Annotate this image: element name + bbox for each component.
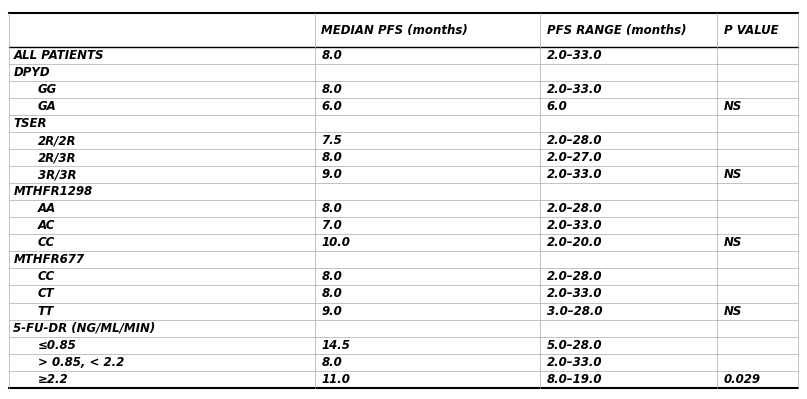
Text: 2.0–33.0: 2.0–33.0 [546, 356, 602, 369]
Text: 2.0–33.0: 2.0–33.0 [546, 168, 602, 181]
Text: CC: CC [38, 271, 55, 283]
Text: 7.5: 7.5 [321, 134, 342, 147]
Text: CC: CC [38, 236, 55, 249]
Text: 8.0: 8.0 [321, 202, 342, 215]
Text: ALL PATIENTS: ALL PATIENTS [14, 49, 104, 62]
Text: 2.0–28.0: 2.0–28.0 [546, 134, 602, 147]
Text: 3R/3R: 3R/3R [38, 168, 76, 181]
Text: NS: NS [724, 100, 742, 113]
Text: 5-FU-DR (NG/ML/MIN): 5-FU-DR (NG/ML/MIN) [14, 322, 156, 335]
Text: 2.0–20.0: 2.0–20.0 [546, 236, 602, 249]
Text: 2.0–33.0: 2.0–33.0 [546, 49, 602, 62]
Text: DPYD: DPYD [14, 66, 50, 79]
Text: CT: CT [38, 288, 54, 300]
Text: ≥2.2: ≥2.2 [38, 373, 69, 386]
Text: PFS RANGE (months): PFS RANGE (months) [546, 24, 686, 37]
Text: GG: GG [38, 83, 56, 96]
Text: 2.0–28.0: 2.0–28.0 [546, 271, 602, 283]
Text: 6.0: 6.0 [321, 100, 342, 113]
Text: 11.0: 11.0 [321, 373, 350, 386]
Text: > 0.85, < 2.2: > 0.85, < 2.2 [38, 356, 123, 369]
Text: 9.0: 9.0 [321, 304, 342, 318]
Text: TSER: TSER [14, 117, 47, 130]
Text: AC: AC [38, 219, 55, 232]
Text: 8.0: 8.0 [321, 49, 342, 62]
Text: 8.0: 8.0 [321, 288, 342, 300]
Text: 2R/3R: 2R/3R [38, 151, 76, 164]
Text: MEDIAN PFS (months): MEDIAN PFS (months) [321, 24, 468, 37]
Text: AA: AA [38, 202, 56, 215]
Text: NS: NS [724, 168, 742, 181]
Text: 2.0–27.0: 2.0–27.0 [546, 151, 602, 164]
Text: 2.0–33.0: 2.0–33.0 [546, 83, 602, 96]
Text: 3.0–28.0: 3.0–28.0 [546, 304, 602, 318]
Text: 9.0: 9.0 [321, 168, 342, 181]
Text: 14.5: 14.5 [321, 339, 350, 352]
Text: 0.029: 0.029 [724, 373, 760, 386]
Text: 8.0: 8.0 [321, 271, 342, 283]
Text: 6.0: 6.0 [546, 100, 567, 113]
Text: 8.0: 8.0 [321, 83, 342, 96]
Text: P VALUE: P VALUE [724, 24, 778, 37]
Text: NS: NS [724, 304, 742, 318]
Text: 8.0–19.0: 8.0–19.0 [546, 373, 602, 386]
Text: 2.0–33.0: 2.0–33.0 [546, 288, 602, 300]
Text: 2.0–28.0: 2.0–28.0 [546, 202, 602, 215]
Text: GA: GA [38, 100, 56, 113]
Text: 2.0–33.0: 2.0–33.0 [546, 219, 602, 232]
Text: 2R/2R: 2R/2R [38, 134, 76, 147]
Text: 7.0: 7.0 [321, 219, 342, 232]
Text: TT: TT [38, 304, 54, 318]
Text: MTHFR677: MTHFR677 [14, 253, 85, 267]
Text: 10.0: 10.0 [321, 236, 350, 249]
Text: 5.0–28.0: 5.0–28.0 [546, 339, 602, 352]
Text: 8.0: 8.0 [321, 151, 342, 164]
Text: ≤0.85: ≤0.85 [38, 339, 77, 352]
Text: 8.0: 8.0 [321, 356, 342, 369]
Text: MTHFR1298: MTHFR1298 [14, 185, 93, 198]
Text: NS: NS [724, 236, 742, 249]
